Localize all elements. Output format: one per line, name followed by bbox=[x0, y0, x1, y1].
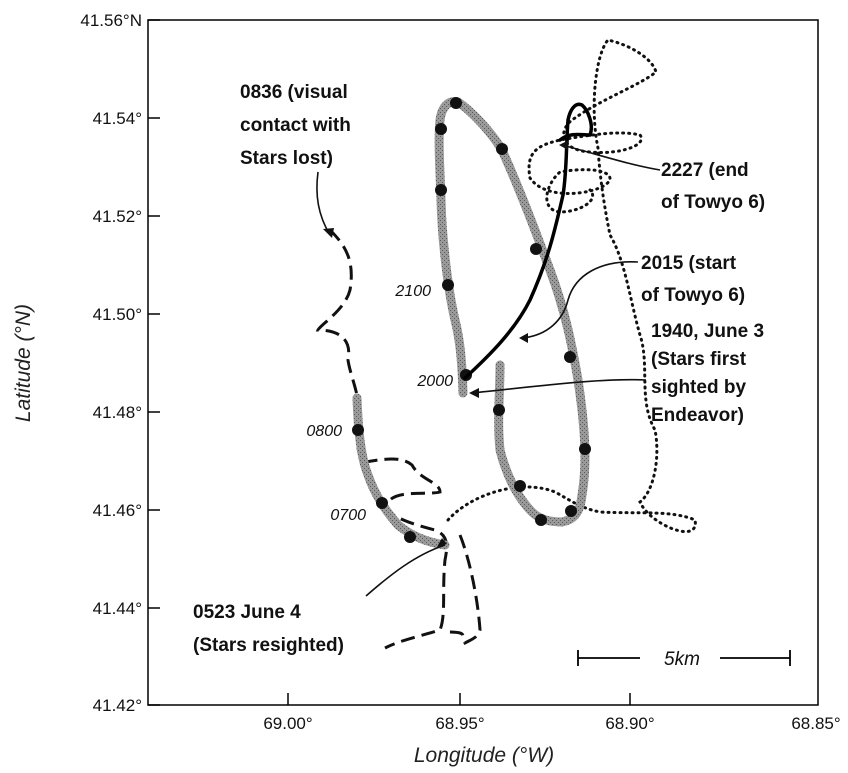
scale-bar-label: 5km bbox=[664, 649, 700, 670]
x-tick-label: 68.90° bbox=[605, 714, 654, 733]
x-axis-ticks bbox=[287, 693, 631, 705]
lower-gray-track bbox=[352, 393, 450, 550]
fix-dot bbox=[564, 351, 576, 363]
x-tick-labels: 69.00° 68.95° 68.90° 68.85° bbox=[263, 714, 840, 733]
annotation-line: 0836 (visual bbox=[240, 82, 348, 103]
arrow-heads bbox=[323, 140, 569, 547]
x-axis-title: Longitude (°W) bbox=[414, 744, 554, 767]
main-loop-track bbox=[434, 97, 590, 527]
arrow-end-towyo bbox=[561, 144, 661, 171]
annotation-first-sighted: 1940, June 3 (Stars first sighted by End… bbox=[651, 321, 764, 426]
fix-dot bbox=[352, 424, 364, 436]
y-tick-label: 41.42° bbox=[93, 696, 142, 715]
annotation-line: of Towyo 6) bbox=[661, 192, 765, 213]
fix-dot bbox=[579, 443, 591, 455]
fix-dot bbox=[404, 531, 416, 543]
y-axis-title: Latitude (°N) bbox=[12, 304, 35, 422]
fix-dot bbox=[530, 243, 542, 255]
time-labels: 2100 2000 0800 0700 bbox=[306, 283, 453, 524]
x-tick-label: 68.85° bbox=[791, 714, 840, 733]
annotation-line: contact with bbox=[240, 115, 351, 136]
annotation-line: of Towyo 6) bbox=[641, 285, 745, 306]
annotation-line: (Stars first bbox=[651, 349, 747, 370]
x-tick-label: 69.00° bbox=[263, 714, 312, 733]
arrow-head bbox=[469, 388, 479, 398]
arrow-resighted bbox=[365, 544, 446, 597]
y-tick-label: 41.46° bbox=[93, 501, 142, 520]
annotation-line: Endeavor) bbox=[651, 405, 744, 426]
y-tick-label: 41.56°N bbox=[80, 11, 142, 30]
dashed-track-lower bbox=[444, 534, 482, 646]
annotation-end-towyo: 2227 (end of Towyo 6) bbox=[661, 160, 765, 213]
callout-arrows bbox=[316, 144, 661, 597]
fix-dot bbox=[565, 505, 577, 517]
annotation-line: Stars lost) bbox=[240, 148, 333, 169]
dashed-track bbox=[315, 228, 449, 650]
dotted-track bbox=[446, 38, 697, 533]
arrow-head bbox=[323, 228, 334, 238]
arrow-head bbox=[559, 140, 569, 150]
fix-dot bbox=[435, 184, 447, 196]
annotation-visual-contact: 0836 (visual contact with Stars lost) bbox=[240, 82, 351, 169]
y-tick-label: 41.50° bbox=[93, 305, 142, 324]
arrow-start-towyo bbox=[522, 261, 639, 339]
fix-dot bbox=[493, 404, 505, 416]
fix-dot bbox=[376, 497, 388, 509]
fix-dot bbox=[496, 143, 508, 155]
y-tick-label: 41.48° bbox=[93, 403, 142, 422]
y-tick-label: 41.44° bbox=[93, 599, 142, 618]
fix-markers bbox=[352, 97, 591, 543]
y-tick-label: 41.52° bbox=[93, 207, 142, 226]
y-tick-labels: 41.56°N 41.54° 41.52° 41.50° 41.48° 41.4… bbox=[80, 11, 142, 715]
annotation-line: 0523 June 4 bbox=[193, 602, 301, 623]
arrow-first-sighted bbox=[471, 378, 647, 394]
fix-dot bbox=[435, 123, 447, 135]
time-label-2000: 2000 bbox=[416, 373, 453, 390]
time-label-0700: 0700 bbox=[330, 507, 366, 524]
arrow-head bbox=[437, 538, 447, 547]
annotation-line: sighted by bbox=[651, 377, 746, 398]
fix-dot bbox=[450, 97, 462, 109]
time-label-0800: 0800 bbox=[306, 423, 342, 440]
scale-bar bbox=[577, 650, 791, 666]
annotation-line: 2227 (end bbox=[661, 160, 749, 181]
fix-dot bbox=[535, 514, 547, 526]
towyo-track bbox=[463, 102, 594, 380]
annotation-line: 1940, June 3 bbox=[651, 321, 764, 342]
arrow-visual-contact bbox=[316, 171, 331, 236]
fix-dot bbox=[514, 480, 526, 492]
y-tick-label: 41.54° bbox=[93, 109, 142, 128]
annotation-start-towyo: 2015 (start of Towyo 6) bbox=[641, 253, 745, 306]
annotation-line: 2015 (start bbox=[641, 253, 737, 274]
annotation-line: (Stars resighted) bbox=[193, 635, 344, 656]
fix-dot bbox=[442, 279, 454, 291]
time-label-2100: 2100 bbox=[394, 283, 431, 300]
annotation-resighted: 0523 June 4 (Stars resighted) bbox=[193, 602, 344, 656]
plot-frame bbox=[147, 19, 819, 706]
y-axis-ticks bbox=[148, 19, 160, 706]
x-tick-label: 68.95° bbox=[435, 714, 484, 733]
arrow-head bbox=[519, 333, 528, 343]
